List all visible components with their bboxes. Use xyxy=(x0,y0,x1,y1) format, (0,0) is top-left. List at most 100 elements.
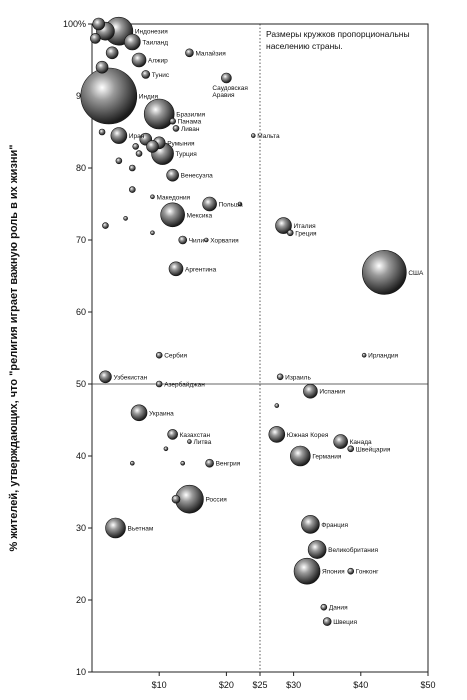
bubble-label: Азербайджан xyxy=(164,381,205,389)
bubble-label: Венесуэла xyxy=(181,173,214,180)
bubble-label: Турция xyxy=(176,151,198,158)
y-tick-label: 80 xyxy=(76,163,86,173)
bubble-label: Канада xyxy=(350,439,372,446)
bubble-label: Мальта xyxy=(257,133,280,140)
bubble-label: Израиль xyxy=(285,374,311,381)
bubble xyxy=(124,33,141,51)
bubble xyxy=(347,567,355,575)
bubble-label: Саудовская Аравия xyxy=(212,85,248,99)
bubble xyxy=(129,186,136,193)
bubble-label: Иран xyxy=(129,133,145,140)
bubble xyxy=(274,403,280,408)
bubble xyxy=(185,48,194,58)
y-tick-label: 50 xyxy=(76,379,86,389)
bubble xyxy=(166,168,179,182)
bubble xyxy=(146,140,159,153)
bubble-label: Швейцария xyxy=(356,445,391,453)
bubble xyxy=(205,458,214,468)
bubble xyxy=(167,429,178,440)
x-tick-label: $40 xyxy=(353,680,368,690)
bubble-label: Франция xyxy=(321,522,348,529)
y-tick-label: 30 xyxy=(76,523,86,533)
bubble xyxy=(135,150,143,157)
bubble-label: Бразилия xyxy=(176,112,205,119)
bubble xyxy=(203,237,209,243)
bubble-label: Украина xyxy=(149,410,174,417)
bubble xyxy=(178,235,188,245)
y-tick-label: 10 xyxy=(76,667,86,677)
annotation-line-2: населению страны. xyxy=(266,41,343,51)
bubble-label: Испания xyxy=(319,389,345,396)
bubble xyxy=(105,517,126,539)
bubble xyxy=(286,229,294,237)
bubble xyxy=(250,133,256,138)
bubble-label: Греция xyxy=(295,230,317,237)
bubble xyxy=(307,540,327,559)
bubble-label: Сербия xyxy=(164,352,187,360)
bubble-label: Япония xyxy=(322,569,345,576)
bubble-label: Гонконг xyxy=(356,569,379,576)
bubble xyxy=(347,445,355,453)
bubble xyxy=(92,17,106,31)
bubble-label: Узбекистан xyxy=(113,373,147,381)
bubble xyxy=(268,426,286,443)
bubble xyxy=(361,352,367,358)
bubble xyxy=(168,261,184,277)
bubble xyxy=(131,52,147,68)
bubble-label: Таиланд xyxy=(142,40,168,47)
reference-lines xyxy=(92,24,428,672)
bubble xyxy=(322,617,332,626)
bubble xyxy=(141,70,151,79)
bubble xyxy=(275,217,292,234)
bubbles xyxy=(80,16,407,626)
bubble xyxy=(301,515,320,534)
bubble xyxy=(169,117,176,125)
bubble-label: Россия xyxy=(205,497,227,504)
bubble-label: Ирландия xyxy=(368,353,398,360)
bubble-label: Индия xyxy=(139,94,159,101)
bubble xyxy=(129,164,136,172)
bubble xyxy=(362,250,407,295)
bubble xyxy=(150,194,155,200)
bubble xyxy=(132,143,139,150)
bubble xyxy=(171,494,181,504)
bubble xyxy=(99,370,112,384)
bubble xyxy=(276,373,284,381)
bubble xyxy=(95,60,109,74)
bubble xyxy=(115,157,123,165)
bubble-label: Македония xyxy=(156,194,190,201)
y-tick-label: 100% xyxy=(63,19,86,29)
bubble-label: Мексика xyxy=(187,212,213,219)
bubble xyxy=(293,557,321,585)
bubble xyxy=(80,67,138,125)
bubble xyxy=(160,202,185,228)
y-tick-label: 40 xyxy=(76,451,86,461)
bubble-label: Индонезия xyxy=(135,29,168,36)
bubble xyxy=(303,383,318,399)
bubble xyxy=(155,351,163,359)
x-tick-label: $25 xyxy=(252,680,267,690)
y-tick-label: 20 xyxy=(76,595,86,605)
bubble xyxy=(202,196,217,212)
bubble xyxy=(150,230,155,236)
bubble-label: Швеция xyxy=(333,619,357,626)
bubble-label: Тунис xyxy=(152,72,170,79)
bubble xyxy=(98,128,106,136)
bubble xyxy=(130,460,135,466)
bubble xyxy=(143,98,175,130)
bubble xyxy=(320,603,328,611)
x-tick-label: $50 xyxy=(420,680,435,690)
y-tick-label: 70 xyxy=(76,235,86,245)
bubble-label: Алжир xyxy=(148,58,168,65)
y-axis-label: % жителей, утверждающих, что "религия иг… xyxy=(8,145,20,552)
bubble xyxy=(105,46,119,60)
bubble xyxy=(172,125,180,132)
x-tick-label: $10 xyxy=(152,680,167,690)
bubble-label: Великобритания xyxy=(328,546,378,554)
x-tick-label: $30 xyxy=(286,680,301,690)
bubble-label: Литва xyxy=(193,439,211,446)
bubble-label: Ливан xyxy=(181,126,200,133)
bubble xyxy=(180,460,186,466)
bubble-label: Малайзия xyxy=(195,49,226,57)
